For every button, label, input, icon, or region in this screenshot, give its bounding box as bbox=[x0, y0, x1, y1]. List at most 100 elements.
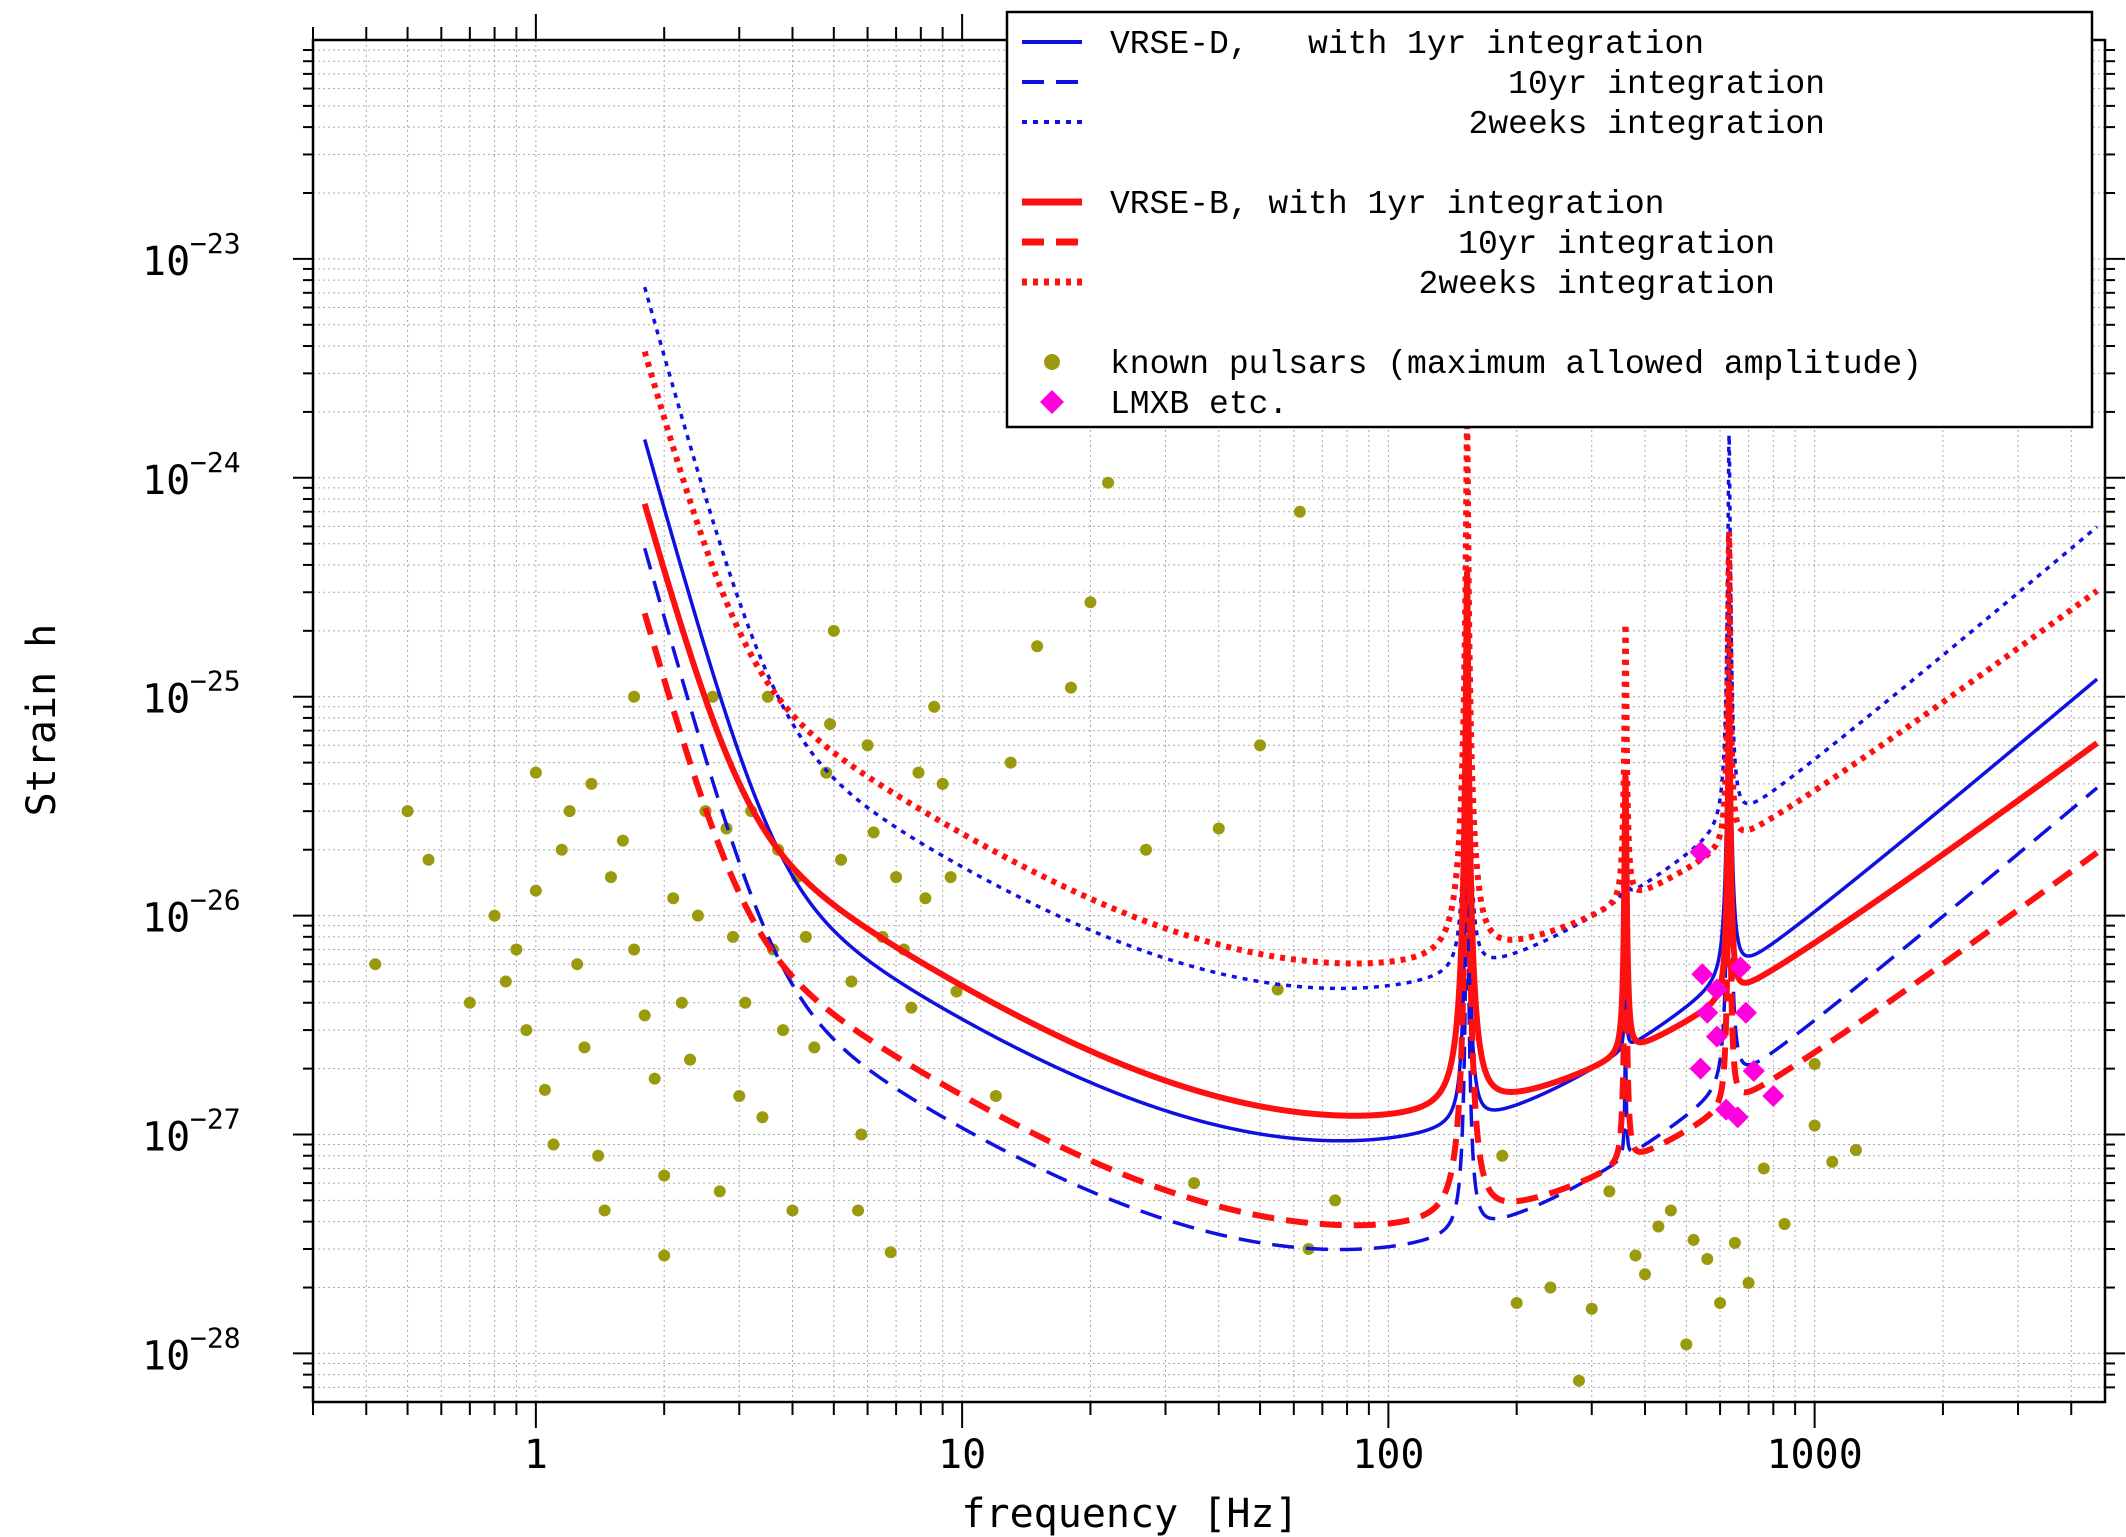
pulsar-point bbox=[598, 1204, 611, 1217]
legend-label: LMXB etc. bbox=[1110, 386, 1288, 423]
pulsar-point bbox=[1778, 1218, 1791, 1231]
y-tick-label-base: 10 bbox=[142, 1115, 190, 1161]
pulsar-point bbox=[867, 826, 880, 839]
lmxb-point bbox=[1729, 956, 1752, 979]
pulsar-point bbox=[1496, 1149, 1509, 1162]
pulsar-point bbox=[1757, 1162, 1770, 1175]
pulsar-point bbox=[761, 690, 774, 703]
legend-label: 10yr integration bbox=[1508, 66, 1825, 103]
grid bbox=[312, 40, 2105, 1402]
y-tick-label: 10 −27 bbox=[142, 1103, 241, 1161]
pulsar-point bbox=[488, 909, 501, 922]
x-tick-label: 100 bbox=[1352, 1432, 1424, 1478]
pulsar-point bbox=[861, 739, 874, 752]
y-axis-title: Strain h bbox=[19, 624, 65, 817]
pulsar-point bbox=[547, 1138, 560, 1151]
pulsar-point bbox=[1639, 1268, 1652, 1281]
pulsar-points bbox=[369, 476, 1862, 1387]
pulsar-point bbox=[369, 958, 382, 971]
curve-vrse-d-dashed bbox=[643, 547, 2099, 1252]
y-tick-label-base: 10 bbox=[142, 1333, 190, 1379]
y-tick-label-base: 10 bbox=[142, 896, 190, 942]
y-tick-label-base: 10 bbox=[142, 239, 190, 285]
pulsar-point bbox=[628, 690, 641, 703]
legend-label: VRSE-D, with 1yr integration bbox=[1110, 26, 1704, 63]
pulsar-point bbox=[1293, 505, 1306, 518]
legend-label: 2weeks integration bbox=[1469, 106, 1825, 143]
pulsar-point bbox=[786, 1204, 799, 1217]
pulsar-point bbox=[638, 1009, 651, 1022]
pulsar-point bbox=[1102, 476, 1115, 489]
pulsar-point bbox=[401, 805, 414, 818]
y-tick-label: 10 −24 bbox=[142, 446, 241, 504]
pulsar-point bbox=[578, 1041, 591, 1054]
y-tick-label-exponent: −28 bbox=[190, 1321, 241, 1354]
pulsar-point bbox=[1664, 1204, 1677, 1217]
pulsar-point bbox=[1808, 1119, 1821, 1132]
pulsar-point bbox=[616, 834, 629, 847]
legend-entry: 10yr integration bbox=[1022, 66, 1825, 103]
lmxb-point bbox=[1696, 1001, 1719, 1024]
pulsar-point bbox=[510, 943, 523, 956]
pulsar-point bbox=[1084, 596, 1097, 609]
curve-vrse-b-dotted bbox=[641, 349, 2100, 967]
pulsar-point bbox=[1031, 640, 1044, 653]
pulsar-point bbox=[799, 930, 812, 943]
pulsar-point bbox=[499, 975, 512, 988]
pulsar-point bbox=[950, 985, 963, 998]
pulsar-point bbox=[1212, 822, 1225, 835]
pulsar-point bbox=[1510, 1296, 1523, 1309]
pulsar-point bbox=[852, 1204, 865, 1217]
pulsar-point bbox=[845, 975, 858, 988]
pulsar-point bbox=[1544, 1281, 1557, 1294]
y-tick-label-base: 10 bbox=[142, 677, 190, 723]
pulsar-point bbox=[706, 690, 719, 703]
pulsar-point bbox=[756, 1111, 769, 1124]
legend-entry: LMXB etc. bbox=[1040, 386, 1288, 423]
pulsar-point bbox=[667, 892, 680, 905]
pulsar-point bbox=[835, 853, 848, 866]
pulsar-point bbox=[1849, 1143, 1862, 1156]
lmxb-point bbox=[1705, 1025, 1728, 1048]
pulsar-point bbox=[1572, 1374, 1585, 1387]
lmxb-point bbox=[1742, 1060, 1765, 1083]
legend-label: known pulsars (maximum allowed amplitude… bbox=[1110, 346, 1922, 383]
pulsar-point bbox=[1714, 1296, 1727, 1309]
pulsar-point bbox=[1728, 1236, 1741, 1249]
legend-label: 2weeks integration bbox=[1419, 266, 1775, 303]
pulsar-point bbox=[463, 996, 476, 1009]
pulsar-point bbox=[1687, 1233, 1700, 1246]
pulsar-point bbox=[855, 1128, 868, 1141]
pulsar-point bbox=[919, 892, 932, 905]
legend-swatch bbox=[1040, 390, 1064, 414]
pulsar-point bbox=[1680, 1338, 1693, 1351]
y-tick-label-exponent: −25 bbox=[190, 665, 241, 698]
y-tick-label: 10 −23 bbox=[142, 227, 241, 285]
legend-entry: known pulsars (maximum allowed amplitude… bbox=[1044, 346, 1922, 383]
pulsar-point bbox=[529, 766, 542, 779]
pulsar-point bbox=[928, 700, 941, 713]
pulsar-point bbox=[1585, 1302, 1598, 1315]
x-tick-label: 1 bbox=[524, 1432, 548, 1478]
pulsar-point bbox=[691, 909, 704, 922]
pulsar-point bbox=[733, 1089, 746, 1102]
lmxb-point bbox=[1734, 1001, 1757, 1024]
x-axis-title: frequency [Hz] bbox=[961, 1491, 1298, 1537]
x-tick-label: 1000 bbox=[1766, 1432, 1862, 1478]
legend-entry: 2weeks integration bbox=[1022, 266, 1775, 303]
y-tick-label-exponent: −27 bbox=[190, 1103, 241, 1136]
y-tick-label: 10 −25 bbox=[142, 665, 241, 723]
pulsar-point bbox=[777, 1024, 790, 1037]
pulsar-point bbox=[658, 1169, 671, 1182]
pulsar-point bbox=[684, 1053, 697, 1066]
pulsar-point bbox=[563, 805, 576, 818]
pulsar-point bbox=[520, 1024, 533, 1037]
pulsar-point bbox=[585, 777, 598, 790]
pulsar-point bbox=[944, 871, 957, 884]
pulsar-point bbox=[1064, 681, 1077, 694]
pulsar-point bbox=[1701, 1253, 1714, 1266]
pulsar-point bbox=[912, 766, 925, 779]
y-tick-label-exponent: −23 bbox=[190, 227, 241, 260]
